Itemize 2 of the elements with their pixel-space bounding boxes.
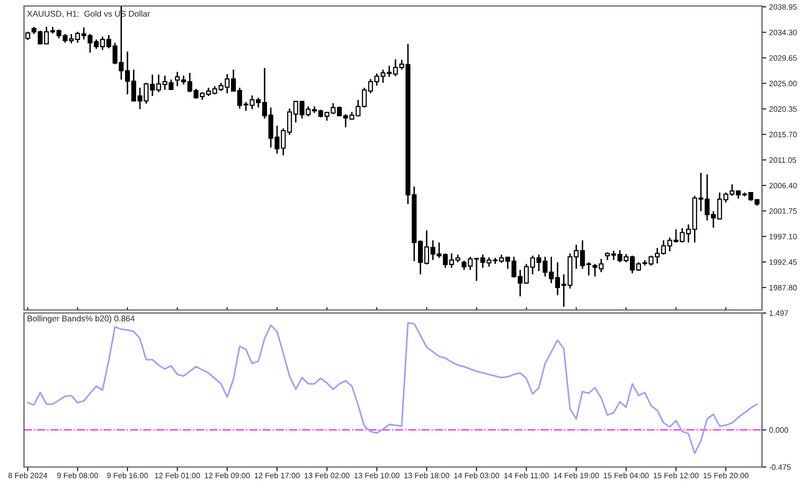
chart-title: Bollinger Bands% b20) 0.864 [28, 315, 135, 324]
line-series [26, 322, 758, 454]
